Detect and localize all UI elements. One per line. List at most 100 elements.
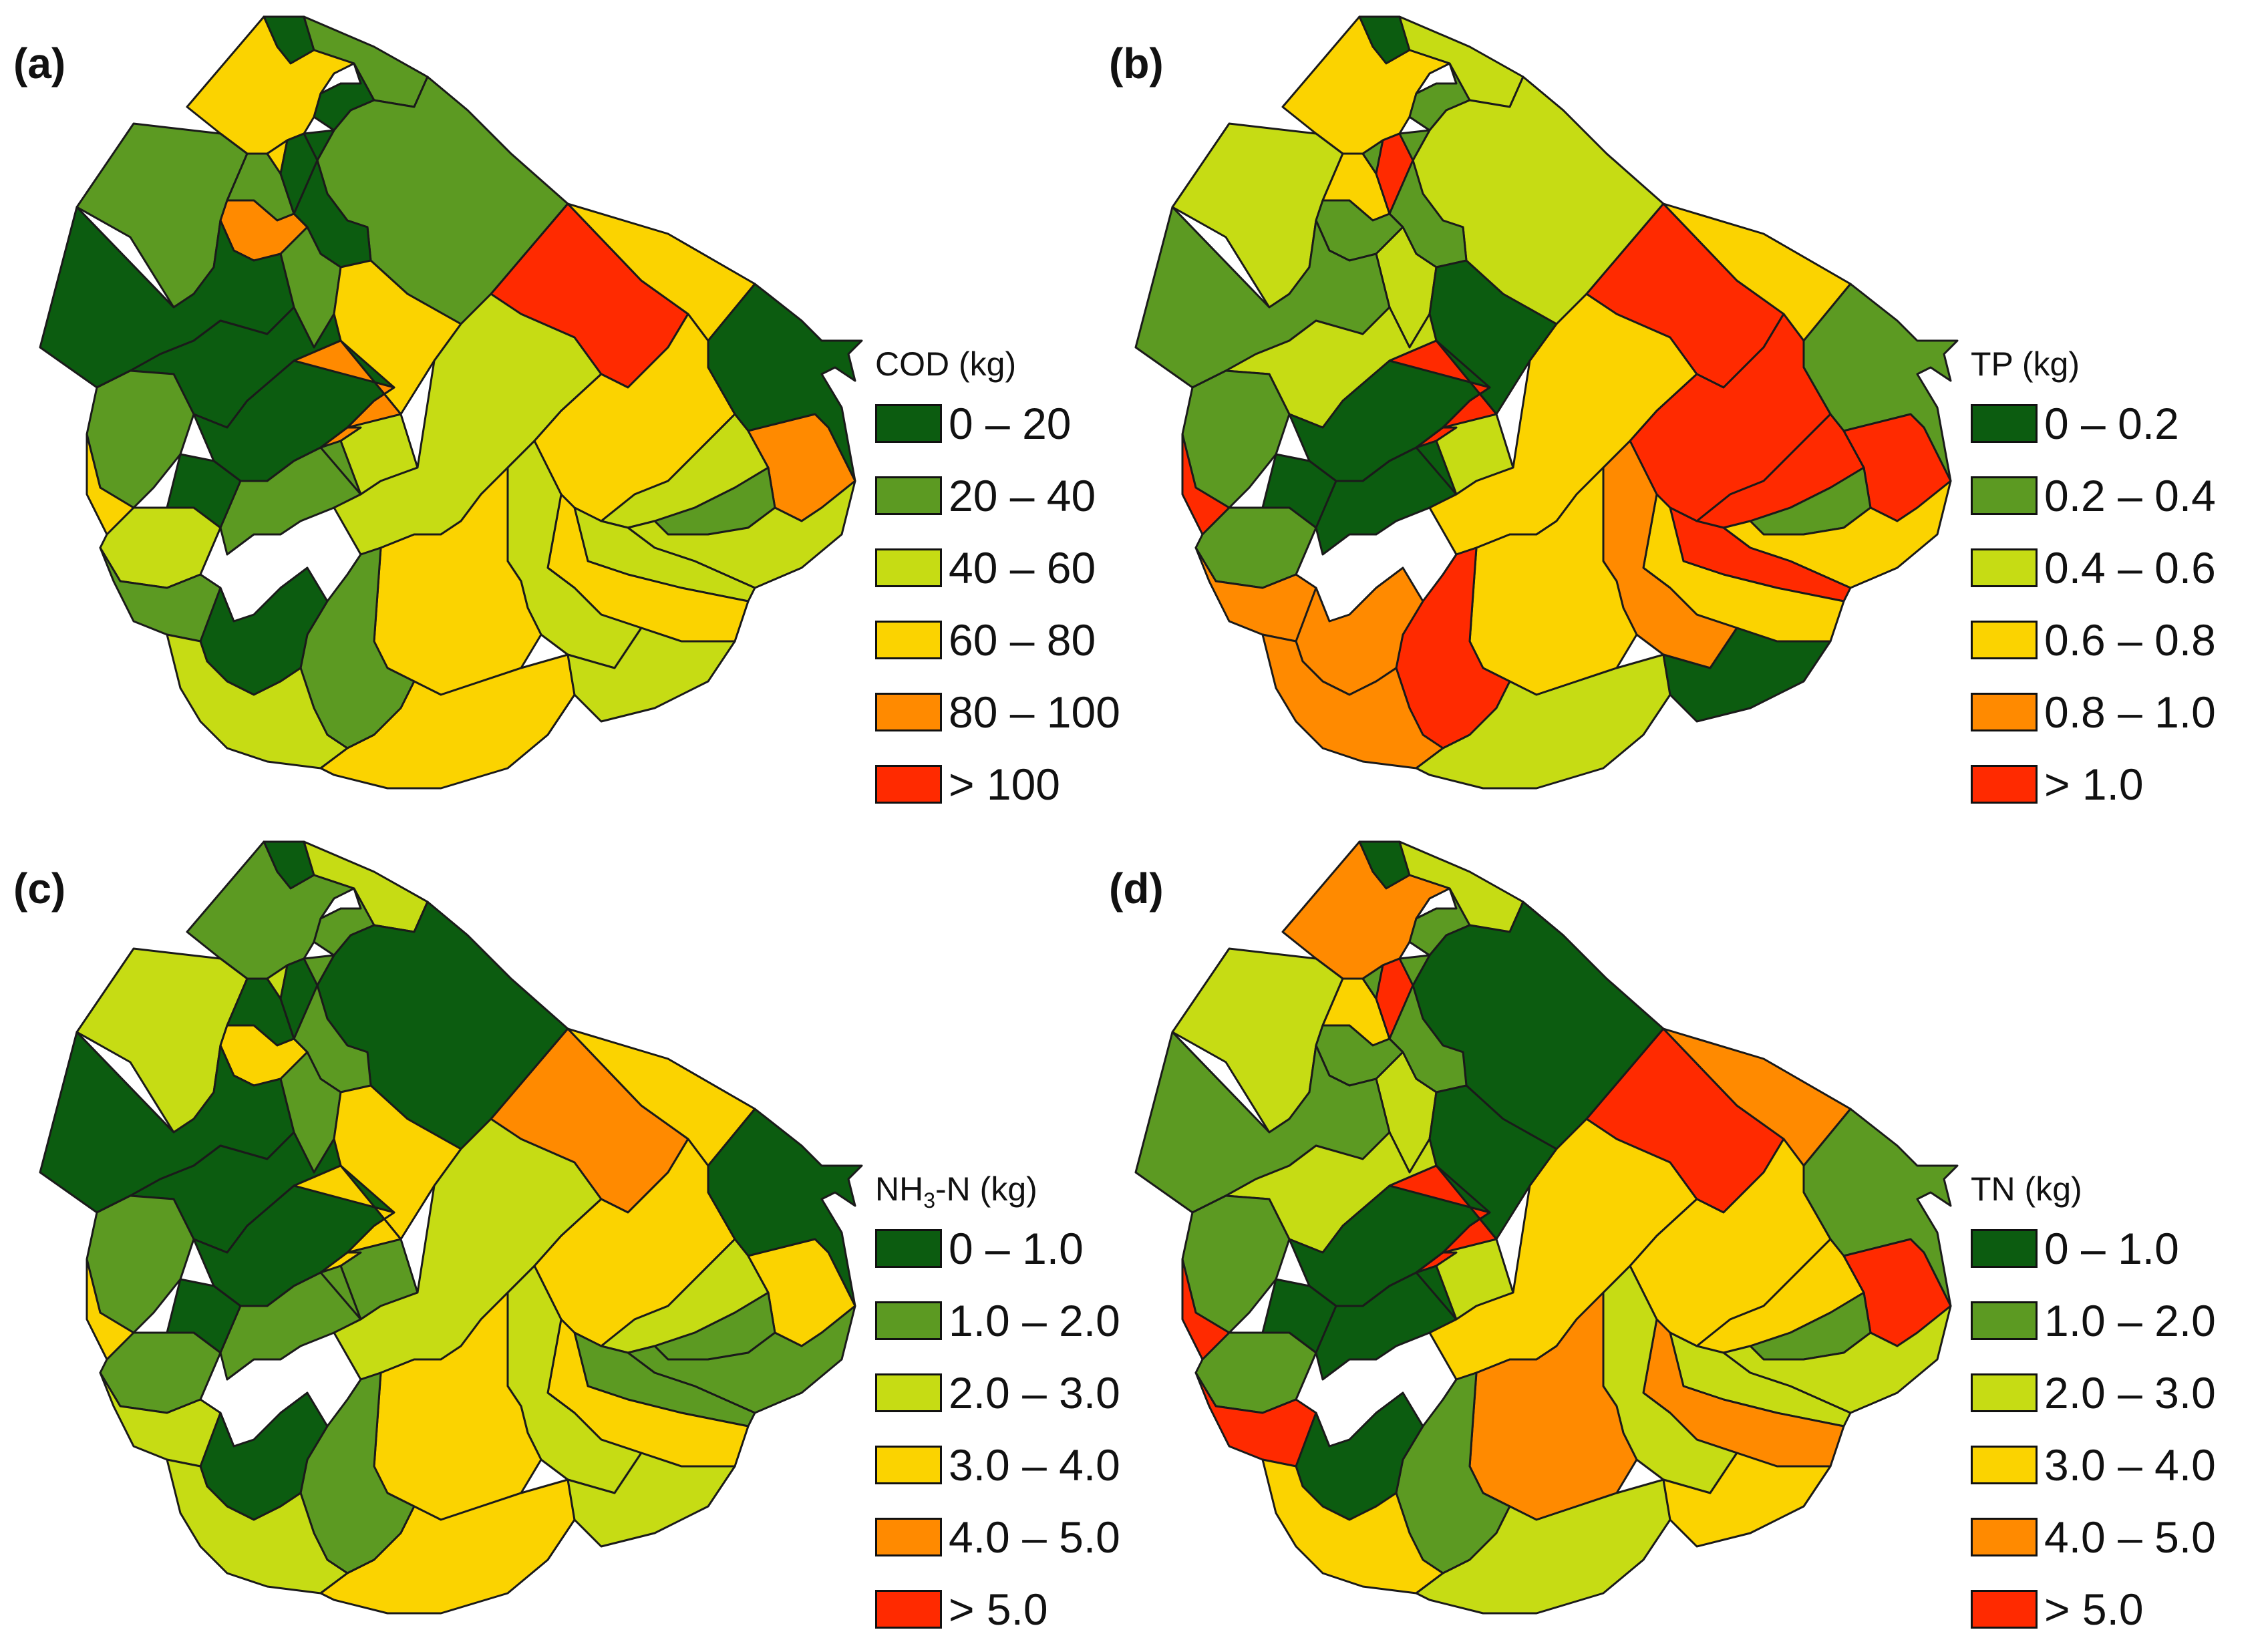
legend-item: 3.0 – 4.0 [1971, 1429, 2251, 1501]
map-region [166, 633, 349, 770]
legend-item: 80 – 100 [875, 676, 1156, 748]
cod-choropleth-map [39, 15, 863, 790]
legend-item: 0.8 – 1.0 [1971, 676, 2251, 748]
legend-item: 3.0 – 4.0 [875, 1429, 1156, 1501]
legend-label: 0 – 1.0 [949, 1224, 1084, 1273]
legend-swatch [1971, 1301, 2038, 1340]
legend-swatch [1971, 621, 2038, 659]
panel-label: (b) [1109, 39, 1164, 88]
map-region [1428, 1084, 1558, 1241]
legend-label: 3.0 – 4.0 [949, 1440, 1120, 1490]
legend-item: 0 – 0.2 [1971, 387, 2251, 460]
legend-swatch [1971, 765, 2038, 804]
legend-label: 2.0 – 3.0 [949, 1368, 1120, 1418]
legend-swatch [1971, 1446, 2038, 1484]
legend-label: 1.0 – 2.0 [2044, 1296, 2216, 1345]
panel-label: (d) [1109, 864, 1164, 913]
legend-label: > 1.0 [2044, 760, 2144, 809]
legend-label: 20 – 40 [949, 471, 1096, 520]
legend-item: 0.6 – 0.8 [1971, 604, 2251, 676]
legend-item: 0.4 – 0.6 [1971, 532, 2251, 604]
legend-swatch [1971, 548, 2038, 587]
legend-label: 0.2 – 0.4 [2044, 471, 2216, 520]
legend-swatch [1971, 476, 2038, 515]
legend-label: 0.8 – 1.0 [2044, 687, 2216, 737]
legend-item: 4.0 – 5.0 [875, 1501, 1156, 1573]
legend-item: 0 – 1.0 [1971, 1212, 2251, 1285]
legend-item: > 5.0 [1971, 1573, 2251, 1645]
legend-label: > 100 [949, 760, 1060, 809]
tp-choropleth-map [1134, 15, 1959, 790]
legend-swatch [1971, 404, 2038, 443]
legend-item: > 1.0 [1971, 748, 2251, 820]
legend-swatch [875, 1590, 942, 1629]
legend-item: 0.2 – 0.4 [1971, 460, 2251, 532]
legend-item: 1.0 – 2.0 [875, 1285, 1156, 1357]
legend-label: 0.4 – 0.6 [2044, 543, 2216, 593]
legend-item: 1.0 – 2.0 [1971, 1285, 2251, 1357]
legend-label: 4.0 – 5.0 [949, 1512, 1120, 1562]
map-region [1261, 1458, 1444, 1595]
legend-item: 4.0 – 5.0 [1971, 1501, 2251, 1573]
map-region [1375, 957, 1414, 1040]
legend-label: > 5.0 [2044, 1585, 2144, 1634]
legend-item: 60 – 80 [875, 604, 1156, 676]
legend-item: 2.0 – 3.0 [875, 1357, 1156, 1429]
legend-swatch [1971, 1373, 2038, 1412]
map-region [1375, 132, 1414, 215]
legend-swatch [875, 621, 942, 659]
nh3n-legend: NH3-N (kg) 0 – 1.0 1.0 – 2.0 2.0 – 3.0 3… [875, 1166, 1156, 1645]
map-region [1428, 259, 1558, 416]
map-region [566, 1452, 736, 1548]
legend-swatch [1971, 1518, 2038, 1556]
legend-label: 2.0 – 3.0 [2044, 1368, 2216, 1418]
map-region [279, 957, 319, 1040]
map-region [1662, 1452, 1832, 1548]
panel-label: (a) [13, 39, 66, 88]
legend-label: 0 – 1.0 [2044, 1224, 2179, 1273]
legend-label: 0.6 – 0.8 [2044, 615, 2216, 665]
legend-swatch [1971, 1229, 2038, 1268]
legend-swatch [875, 476, 942, 515]
legend-title-main: NH [875, 1170, 924, 1208]
legend-title: TN (kg) [1971, 1170, 2082, 1208]
legend-item: > 5.0 [875, 1573, 1156, 1645]
legend-label: 3.0 – 4.0 [2044, 1440, 2216, 1490]
legend-label: 0 – 20 [949, 399, 1072, 448]
legend-label: 60 – 80 [949, 615, 1096, 665]
legend-label: 0 – 0.2 [2044, 399, 2179, 448]
legend-swatch [875, 765, 942, 804]
legend-title-subscript: 3 [923, 1188, 936, 1212]
cod-legend: COD (kg) 0 – 20 20 – 40 40 – 60 60 – 80 … [875, 341, 1156, 820]
legend-label: 4.0 – 5.0 [2044, 1512, 2216, 1562]
legend-swatch [875, 1301, 942, 1340]
tp-legend: TP (kg) 0 – 0.2 0.2 – 0.4 0.4 – 0.6 0.6 … [1971, 341, 2251, 820]
legend-swatch [1971, 693, 2038, 731]
map-region [333, 259, 462, 416]
legend-swatch [875, 1373, 942, 1412]
panel-label: (c) [13, 864, 66, 913]
legend-item: 20 – 40 [875, 460, 1156, 532]
legend-title: NH3-N (kg) [875, 1166, 1156, 1212]
legend-swatch [875, 693, 942, 731]
legend-label: 80 – 100 [949, 687, 1120, 737]
nh3n-choropleth-map [39, 840, 863, 1615]
map-region [279, 132, 319, 215]
map-region [566, 627, 736, 723]
tn-choropleth-map [1134, 840, 1959, 1615]
legend-item: 2.0 – 3.0 [1971, 1357, 2251, 1429]
legend-swatch [1971, 1590, 2038, 1629]
map-region [166, 1458, 349, 1595]
legend-item: 0 – 20 [875, 387, 1156, 460]
tn-legend: TN (kg) 0 – 1.0 1.0 – 2.0 2.0 – 3.0 3.0 … [1971, 1166, 2251, 1645]
legend-label: 1.0 – 2.0 [949, 1296, 1120, 1345]
legend-swatch [875, 1446, 942, 1484]
legend-swatch [875, 548, 942, 587]
legend-label: 40 – 60 [949, 543, 1096, 593]
map-region [1662, 627, 1832, 723]
legend-title-rest: -N (kg) [935, 1170, 1037, 1208]
legend-swatch [875, 1518, 942, 1556]
legend-swatch [875, 404, 942, 443]
legend-item: 40 – 60 [875, 532, 1156, 604]
legend-title: TP (kg) [1971, 345, 2080, 383]
